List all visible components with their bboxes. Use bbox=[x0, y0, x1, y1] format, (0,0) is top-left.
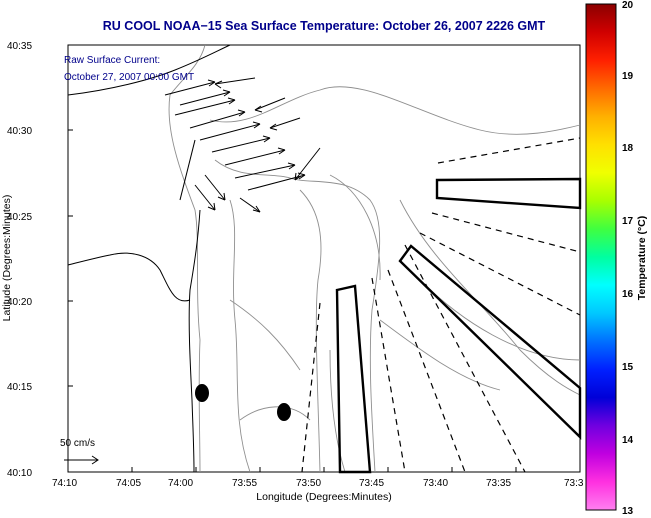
colorbar-tick-label: 18 bbox=[622, 143, 634, 154]
bathymetry-contours bbox=[168, 44, 581, 473]
colorbar-tick-label: 15 bbox=[622, 362, 634, 373]
colorbar-tick-label: 13 bbox=[622, 506, 634, 517]
y-axis: 40:35 40:30 40:25 40:20 40:15 40:10 bbox=[7, 41, 73, 479]
x-tick-label: 73:40 bbox=[423, 478, 448, 489]
radar-polygons bbox=[335, 177, 582, 474]
x-tick-label: 73:55 bbox=[232, 478, 257, 489]
x-axis-label: Longitude (Degrees:Minutes) bbox=[256, 491, 391, 503]
surface-current-vectors bbox=[164, 77, 321, 213]
x-tick-label: 74:05 bbox=[116, 478, 141, 489]
colorbar bbox=[585, 3, 617, 511]
current-label-line1: Raw Surface Current: bbox=[64, 55, 160, 66]
x-tick-label: 74:10 bbox=[52, 478, 77, 489]
y-tick-label: 40:35 bbox=[7, 41, 32, 52]
x-axis: 74:10 74:05 74:00 73:55 73:50 73:45 73:4… bbox=[52, 467, 584, 489]
colorbar-tick-label: 17 bbox=[622, 216, 634, 227]
mooring-marker[interactable] bbox=[277, 403, 291, 421]
colorbar-label: Temperature (°C) bbox=[636, 216, 648, 301]
colorbar-tick-label: 16 bbox=[622, 289, 634, 300]
x-tick-label: 73:35 bbox=[486, 478, 511, 489]
y-tick-label: 40:20 bbox=[7, 297, 32, 308]
colorbar-tick-label: 19 bbox=[622, 71, 634, 82]
y-tick-label: 40:25 bbox=[7, 212, 32, 223]
map-frame bbox=[67, 44, 581, 473]
y-tick-label: 40:30 bbox=[7, 126, 32, 137]
x-tick-label: 73:50 bbox=[296, 478, 321, 489]
y-tick-label: 40:15 bbox=[7, 382, 32, 393]
colorbar-ticks: 20 19 18 17 16 15 14 13 bbox=[622, 0, 634, 517]
scale-label: 50 cm/s bbox=[60, 438, 95, 449]
radar-dashed-lines bbox=[301, 137, 581, 473]
colorbar-tick-label: 20 bbox=[622, 0, 634, 11]
scale-arrow-head bbox=[91, 455, 99, 465]
y-tick-label: 40:10 bbox=[7, 468, 32, 479]
x-tick-label: 73:45 bbox=[359, 478, 384, 489]
y-axis-label: Latitude (Degrees:Minutes) bbox=[1, 195, 13, 322]
x-tick-label: 74:00 bbox=[168, 478, 193, 489]
current-label-line2: October 27, 2007 00:00 GMT bbox=[64, 72, 194, 83]
colorbar-tick-label: 14 bbox=[622, 435, 634, 446]
x-tick-label: 73:3 bbox=[564, 478, 584, 489]
coastline bbox=[67, 44, 231, 473]
map-title: RU COOL NOAA−15 Sea Surface Temperature:… bbox=[102, 19, 546, 33]
mooring-marker[interactable] bbox=[195, 384, 209, 402]
